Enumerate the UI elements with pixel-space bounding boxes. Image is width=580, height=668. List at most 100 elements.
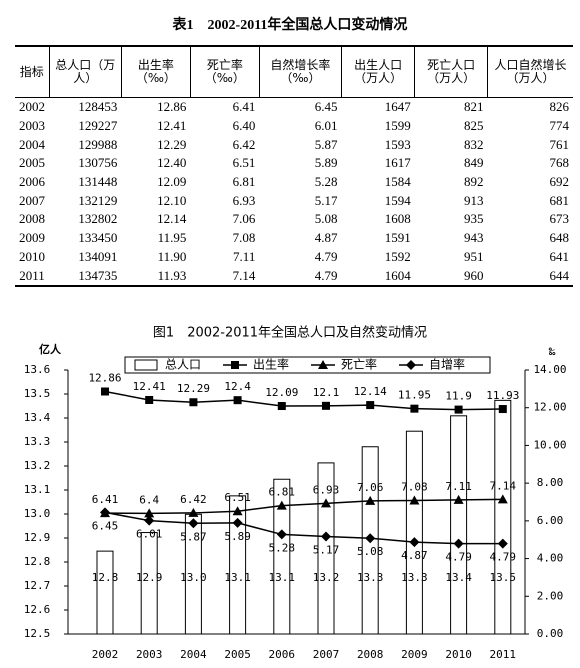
legend: 总人口 出生率 死亡率 自增率: [124, 356, 491, 374]
data-label: 13.4: [445, 571, 472, 584]
table-cell: 943: [463, 230, 484, 246]
x-tick-label: 2004: [180, 648, 207, 661]
table-cell: 12.29: [157, 136, 187, 152]
table-cell: 132802: [78, 211, 118, 227]
data-label: 5.17: [313, 544, 340, 557]
table-cell: 11.95: [157, 230, 187, 246]
table-cell: 5.08: [314, 211, 338, 227]
table-cell: 1647: [384, 99, 411, 115]
table-cell: 1608: [384, 211, 411, 227]
column-header: 总人口（万人）: [48, 46, 122, 98]
table-cell: 6.81: [232, 174, 256, 190]
point: [322, 401, 330, 410]
data-label: 4.79: [490, 551, 517, 564]
data-label: 12.09: [265, 386, 298, 399]
bar: [405, 430, 423, 635]
line: [104, 498, 503, 515]
table-cell: 129227: [78, 118, 118, 134]
x-tick-label: 2002: [92, 648, 119, 661]
table-cell: 1599: [384, 118, 411, 134]
y2-tick-label: 14.00: [533, 363, 566, 376]
data-label: 13.0: [180, 571, 207, 584]
point: [233, 396, 242, 405]
point: [277, 402, 286, 411]
point: [409, 537, 420, 548]
table-cell: 129988: [78, 136, 118, 152]
table-row: 2008 132802 12.14 7.06 5.08 1608 935 673: [15, 210, 573, 229]
table-cell: 648: [549, 230, 570, 246]
series-line: [100, 507, 508, 549]
table-cell: 133450: [78, 230, 118, 246]
data-label: 12.14: [354, 385, 387, 398]
table-cell: 6.41: [232, 99, 256, 115]
data-label: 13.2: [313, 571, 340, 584]
y2-tick-label: 0.00: [537, 627, 564, 640]
x-tick-label: 2006: [269, 648, 296, 661]
table-cell: 832: [463, 136, 484, 152]
table-cell: 849: [463, 155, 484, 171]
legend-label: 总人口: [165, 358, 201, 372]
table-cell: 131448: [78, 174, 118, 190]
data-label: 12.9: [136, 571, 163, 584]
table-cell: 11.93: [157, 267, 187, 283]
table-cell: 7.14: [232, 267, 256, 283]
table-cell: 644: [549, 267, 570, 283]
table-cell: 134735: [78, 267, 118, 283]
table-cell: 681: [549, 192, 570, 208]
table-cell: 7.06: [232, 211, 256, 227]
table-cell: 1604: [384, 267, 411, 283]
y2-tick-label: 10.00: [533, 438, 566, 451]
table-cell: 2002: [19, 99, 45, 115]
series-line: [101, 387, 507, 414]
y-tick-label: 12.5: [24, 627, 51, 640]
data-label: 6.51: [224, 491, 251, 504]
legend-box: [124, 356, 491, 374]
table-cell: 913: [463, 192, 484, 208]
y-tick-label: 12.9: [24, 531, 51, 544]
table-cell: 2005: [19, 155, 45, 171]
table-cell: 2004: [19, 136, 45, 152]
chart: 图1 2002-2011年全国总人口及自然变动情况 亿人 ‰ 12.5 12.6 1…: [24, 325, 567, 662]
table-cell: 4.87: [314, 230, 338, 246]
table-cell: 821: [463, 99, 484, 115]
legend-marker: [231, 361, 239, 369]
table-row: 2003 129227 12.41 6.40 6.01 1599 825 774: [15, 117, 573, 136]
table-cell: 5.28: [314, 174, 338, 190]
table-cell: 960: [463, 267, 484, 283]
data-label: 6.81: [269, 486, 296, 499]
table-cell: 6.40: [232, 118, 256, 134]
data-label: 4.79: [445, 551, 472, 564]
table-cell: 134091: [78, 248, 118, 264]
table-cell: 7.11: [233, 248, 256, 264]
column-header: 死亡人口（万人）: [414, 46, 488, 98]
table-cell: 12.09: [157, 174, 187, 190]
table-cell: 132129: [78, 192, 118, 208]
point: [101, 387, 109, 396]
table-row: 2010 134091 11.90 7.11 4.79 1592 951 641: [15, 248, 573, 267]
x-tick-label: 2009: [401, 648, 428, 661]
data-label: 11.93: [486, 389, 519, 402]
point: [276, 500, 287, 510]
point: [497, 494, 508, 504]
table-row: 2005 130756 12.40 6.51 5.89 1617 849 768: [15, 154, 573, 173]
table-title: 表1 2002-2011年全国总人口变动情况: [172, 18, 408, 33]
data-label: 12.86: [88, 371, 121, 384]
table-cell: 5.87: [314, 136, 338, 152]
point: [409, 495, 420, 505]
legend-swatch: [134, 359, 158, 371]
table-row: 2009 133450 11.95 7.08 4.87 1591 943 648: [15, 229, 573, 248]
y-tick-label: 13.3: [24, 435, 51, 448]
data-label: 13.5: [490, 571, 517, 584]
table-cell: 7.08: [232, 230, 256, 246]
y2-tick-label: 8.00: [537, 476, 564, 489]
table-cell: 6.01: [314, 118, 338, 134]
data-label: 5.08: [357, 545, 384, 558]
x-tick-label: 2003: [136, 648, 163, 661]
data-label: 7.14: [490, 479, 517, 492]
table-cell: 5.17: [314, 192, 338, 208]
table-cell: 6.45: [314, 99, 338, 115]
data-label: 6.45: [92, 519, 119, 532]
point: [365, 533, 376, 544]
bar: [494, 399, 512, 635]
point: [497, 538, 508, 549]
